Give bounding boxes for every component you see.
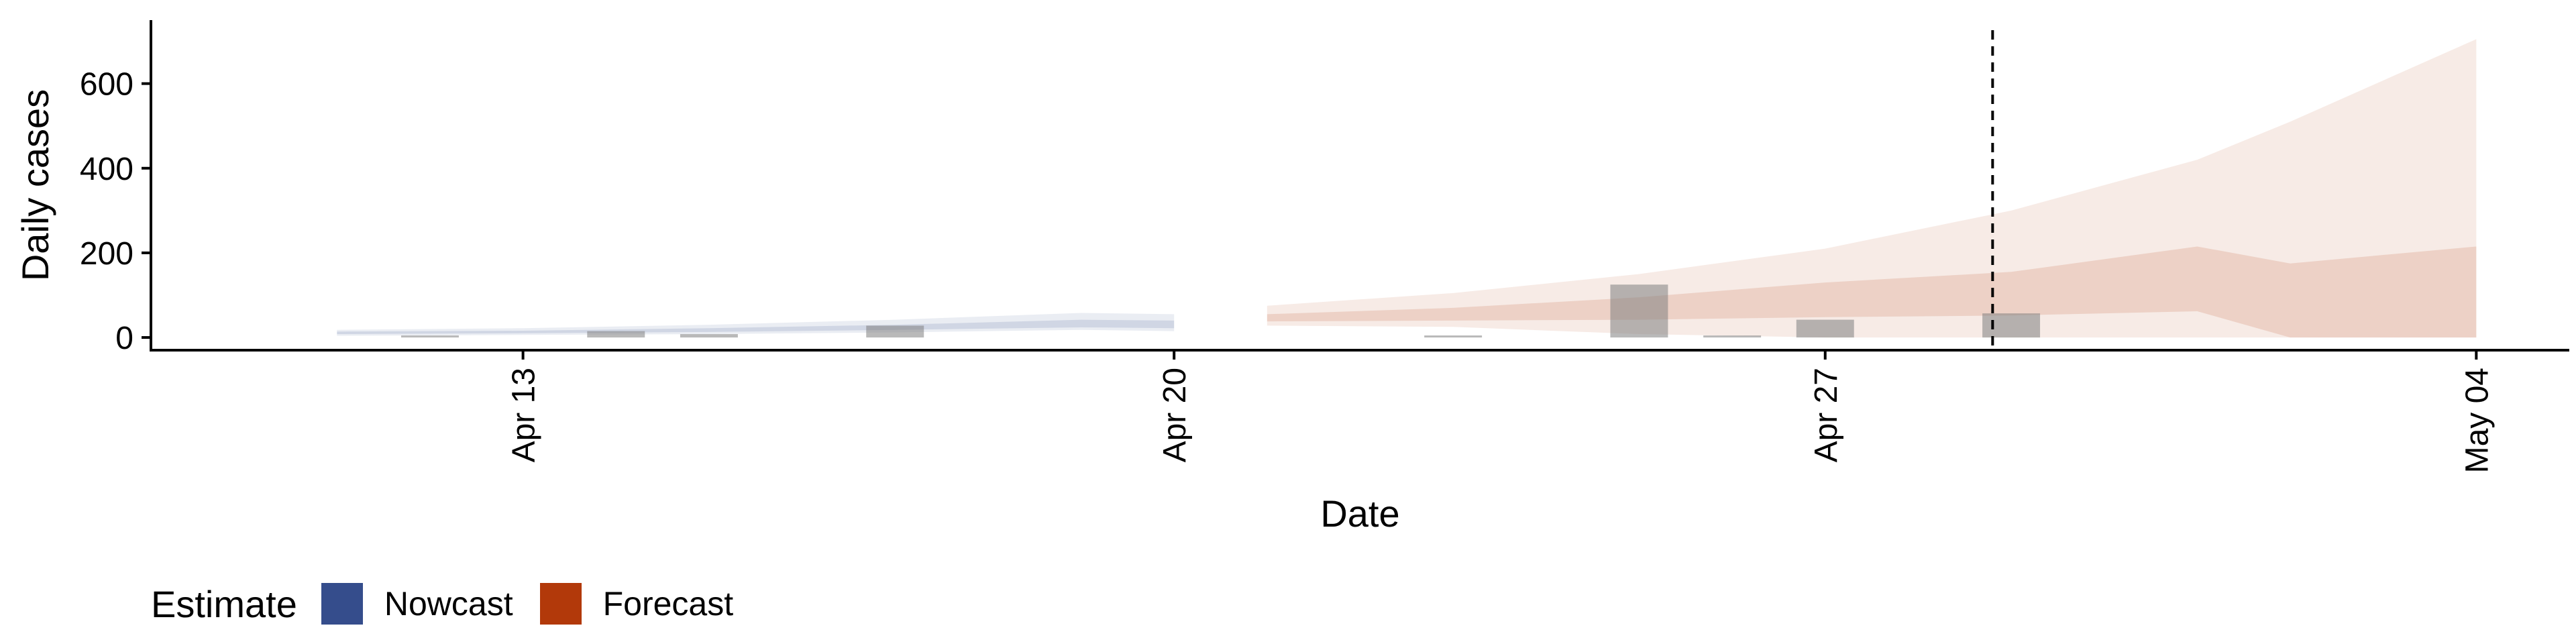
bars-layer <box>400 284 2041 338</box>
y-axis-label: Daily cases <box>14 89 56 281</box>
chart: 0 200 400 600 Apr 13 Apr 20 Apr 27 May 04 Dail… <box>14 20 2569 535</box>
y-tick-label: 0 <box>115 321 133 356</box>
ribbons-layer <box>337 39 2477 338</box>
nowcast-ribbon-50 <box>337 319 1175 335</box>
y-tick-label: 600 <box>80 67 133 103</box>
observed-bar <box>1982 313 2041 338</box>
legend-label-nowcast: Nowcast <box>384 585 513 623</box>
nowcast-ribbon-90 <box>337 313 1175 336</box>
observed-bar <box>1424 335 1483 338</box>
x-tick-label: May 04 <box>2459 368 2495 473</box>
legend-swatch-forecast <box>539 583 582 625</box>
observed-bar <box>680 334 738 338</box>
y-ticks: 0 200 400 600 <box>80 67 151 356</box>
y-tick-label: 400 <box>80 152 133 187</box>
legend-item-nowcast: Nowcast <box>321 583 513 625</box>
legend-item-forecast: Forecast <box>539 583 734 625</box>
observed-bar <box>400 335 459 338</box>
y-tick-label: 200 <box>80 236 133 272</box>
observed-bar <box>866 325 924 338</box>
observed-bar <box>1610 284 1668 338</box>
observed-bar <box>1796 319 1854 338</box>
legend: Estimate Nowcast Forecast <box>151 577 760 631</box>
forecast-ribbon-90 <box>1267 39 2477 338</box>
observed-bar <box>1703 335 1762 338</box>
legend-label-forecast: Forecast <box>602 585 734 623</box>
legend-swatch-nowcast <box>321 583 363 625</box>
observed-bar <box>587 331 645 338</box>
x-axis-label: Date <box>1320 492 1399 535</box>
x-tick-label: Apr 20 <box>1157 368 1193 462</box>
legend-title: Estimate <box>151 582 297 625</box>
forecast-ribbon-50 <box>1267 246 2477 338</box>
x-tick-label: Apr 13 <box>506 368 542 462</box>
x-ticks: Apr 13 Apr 20 Apr 27 May 04 <box>506 350 2495 473</box>
x-tick-label: Apr 27 <box>1809 368 1844 462</box>
